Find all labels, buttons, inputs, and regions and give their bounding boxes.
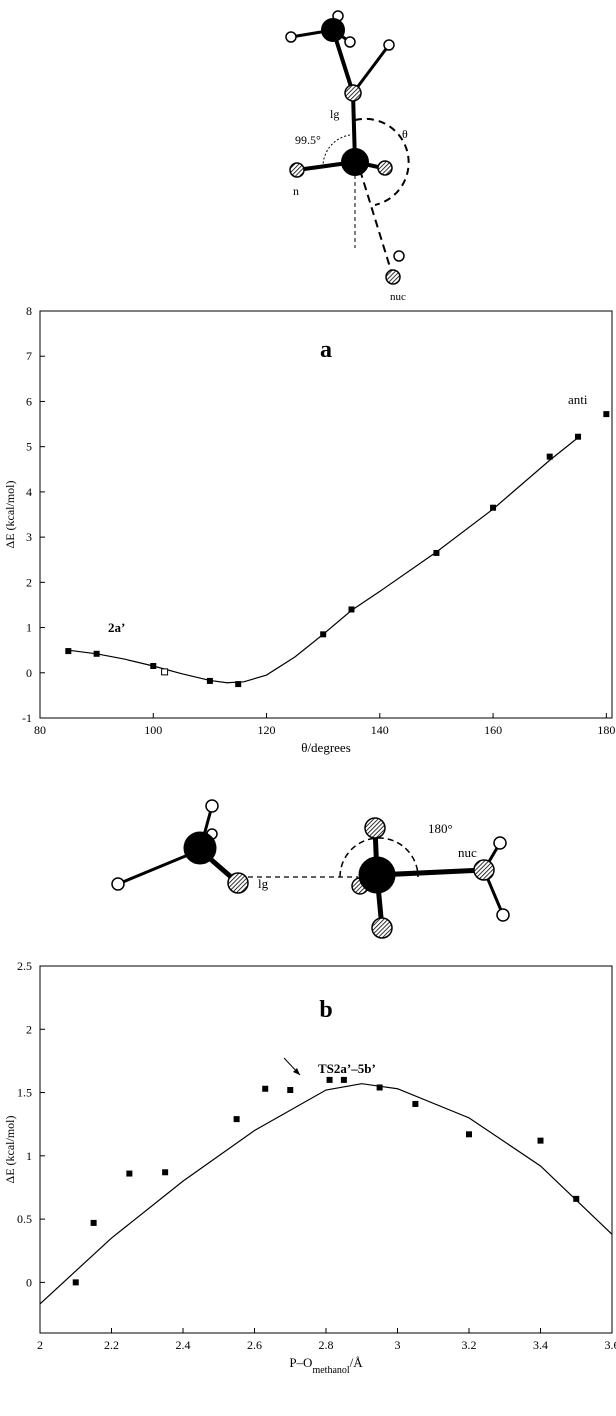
x-tick-label: 80 bbox=[34, 723, 46, 737]
data-point bbox=[573, 1196, 579, 1202]
annotation: 2a’ bbox=[108, 620, 125, 635]
data-point bbox=[538, 1138, 544, 1144]
data-point bbox=[490, 505, 496, 511]
y-tick-label: 1.5 bbox=[17, 1086, 32, 1100]
data-point bbox=[162, 1169, 168, 1175]
chart-title: a bbox=[320, 337, 332, 363]
x-tick-label: 2.2 bbox=[104, 1338, 119, 1352]
data-point bbox=[73, 1279, 79, 1285]
x-axis-label: θ/degrees bbox=[301, 740, 351, 755]
data-point bbox=[94, 651, 100, 657]
x-tick-label: 3.4 bbox=[533, 1338, 548, 1352]
atom-label: nuc bbox=[390, 291, 406, 303]
y-tick-label: 6 bbox=[26, 394, 32, 408]
figure: lg 99.5° θ n nuc lg 180° nuc -1 0 1 2 3 4 5 6 7 8… bbox=[0, 0, 616, 1411]
data-point bbox=[603, 411, 609, 417]
y-tick-label: -1 bbox=[22, 711, 32, 725]
x-tick-label: 2.8 bbox=[319, 1338, 334, 1352]
data-point bbox=[433, 550, 439, 556]
angle-label: 99.5° bbox=[295, 133, 321, 147]
x-axis-label-part: methanol bbox=[312, 1365, 349, 1376]
x-tick-label: 160 bbox=[484, 723, 502, 737]
fit-curve bbox=[40, 1084, 612, 1304]
page: { "diagrams": { "top": {"lg": "lg", "ang… bbox=[0, 0, 616, 1411]
x-tick-label: 3 bbox=[395, 1338, 401, 1352]
y-axis-label: ΔE (kcal/mol) bbox=[3, 1115, 17, 1183]
y-tick-label: 4 bbox=[26, 485, 32, 499]
plot-frame bbox=[40, 311, 612, 718]
data-point bbox=[327, 1077, 333, 1083]
x-tick-label: 3.2 bbox=[462, 1338, 477, 1352]
y-tick-label: 1 bbox=[26, 1149, 32, 1163]
chart-title: b bbox=[319, 997, 332, 1023]
data-point bbox=[262, 1086, 268, 1092]
data-point bbox=[412, 1101, 418, 1107]
molecule-top bbox=[286, 11, 409, 284]
x-tick-label: 120 bbox=[258, 723, 276, 737]
data-point bbox=[547, 454, 553, 460]
data-point bbox=[466, 1131, 472, 1137]
y-tick-label: 2 bbox=[26, 1022, 32, 1036]
data-point bbox=[162, 669, 168, 675]
y-tick-label: 7 bbox=[26, 349, 32, 363]
data-point bbox=[575, 434, 581, 440]
fit-curve bbox=[68, 438, 578, 683]
x-axis-label-part: /Å bbox=[350, 1355, 364, 1370]
y-axis-label: ΔE (kcal/mol) bbox=[3, 480, 17, 548]
y-tick-label: 0.5 bbox=[17, 1212, 32, 1226]
y-tick-label: 2.5 bbox=[17, 959, 32, 973]
atom-label: n bbox=[293, 184, 299, 198]
x-tick-label: 3.6 bbox=[605, 1338, 616, 1352]
annotation: anti bbox=[568, 392, 588, 407]
data-point bbox=[348, 606, 354, 612]
y-tick-label: 8 bbox=[26, 304, 32, 318]
angle-label: 180° bbox=[428, 821, 453, 836]
y-tick-label: 2 bbox=[26, 575, 32, 589]
data-point bbox=[91, 1220, 97, 1226]
x-tick-label: 100 bbox=[144, 723, 162, 737]
data-point bbox=[320, 631, 326, 637]
y-tick-label: 1 bbox=[26, 621, 32, 635]
data-point bbox=[234, 1116, 240, 1122]
data-point bbox=[287, 1087, 293, 1093]
x-tick-label: 180 bbox=[597, 723, 615, 737]
atom-label: nuc bbox=[458, 845, 477, 860]
angle-label: θ bbox=[402, 127, 408, 141]
x-tick-label: 2 bbox=[37, 1338, 43, 1352]
x-tick-label: 140 bbox=[371, 723, 389, 737]
y-tick-label: 5 bbox=[26, 440, 32, 454]
data-point bbox=[65, 648, 71, 654]
data-point bbox=[126, 1171, 132, 1177]
data-point bbox=[150, 663, 156, 669]
y-tick-label: 0 bbox=[26, 666, 32, 680]
data-point bbox=[235, 681, 241, 687]
y-tick-label: 3 bbox=[26, 530, 32, 544]
atom-label: lg bbox=[258, 876, 269, 891]
atom-label: lg bbox=[330, 107, 339, 121]
y-tick-label: 0 bbox=[26, 1275, 32, 1289]
x-axis-label: P–Omethanol/Å bbox=[289, 1355, 363, 1376]
x-tick-label: 2.6 bbox=[247, 1338, 262, 1352]
data-point bbox=[377, 1084, 383, 1090]
x-axis-label-part: P–O bbox=[289, 1355, 312, 1370]
annotation: TS2a’–5b’ bbox=[318, 1061, 376, 1076]
data-point bbox=[207, 678, 213, 684]
x-tick-label: 2.4 bbox=[176, 1338, 191, 1352]
data-point bbox=[341, 1077, 347, 1083]
